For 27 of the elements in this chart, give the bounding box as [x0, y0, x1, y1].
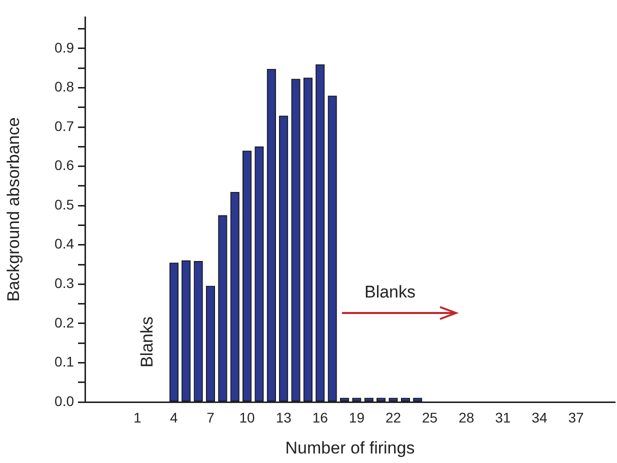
y-tick-label: 0.6: [54, 157, 74, 174]
x-tick-label: 13: [276, 409, 292, 426]
y-tick-label: 0.5: [54, 196, 74, 212]
x-tick-label: 34: [532, 409, 548, 426]
y-tick-label: 0.3: [54, 275, 74, 291]
y-tick-label: 0.8: [54, 78, 74, 95]
x-tick-label: 31: [495, 409, 511, 426]
x-tick-label: 1: [133, 409, 142, 426]
annotation: Blanks: [138, 316, 157, 368]
y-tick-label: 0.9: [54, 39, 74, 56]
x-tick-label: 28: [458, 409, 474, 426]
x-tick-label: 22: [385, 409, 402, 426]
x-tick-label: 19: [348, 409, 365, 426]
y-tick-label: 0.2: [54, 314, 74, 330]
y-tick-label: 0.7: [54, 118, 74, 134]
x-axis-title: Number of firings: [285, 438, 415, 458]
y-tick-label: 0.4: [54, 236, 74, 252]
x-tick-label: 4: [170, 409, 178, 426]
x-tick-label: 25: [422, 409, 438, 426]
x-tick-label: 16: [312, 409, 328, 426]
y-tick-label: 0.1: [54, 354, 74, 370]
annotation: Blanks: [364, 282, 416, 302]
x-tick-label: 37: [568, 409, 584, 426]
x-tick-label: 10: [239, 409, 256, 426]
y-tick-label: 0.0: [54, 392, 74, 409]
x-tick-label: 7: [206, 409, 215, 426]
y-axis-title: Background absorbance: [4, 117, 23, 302]
